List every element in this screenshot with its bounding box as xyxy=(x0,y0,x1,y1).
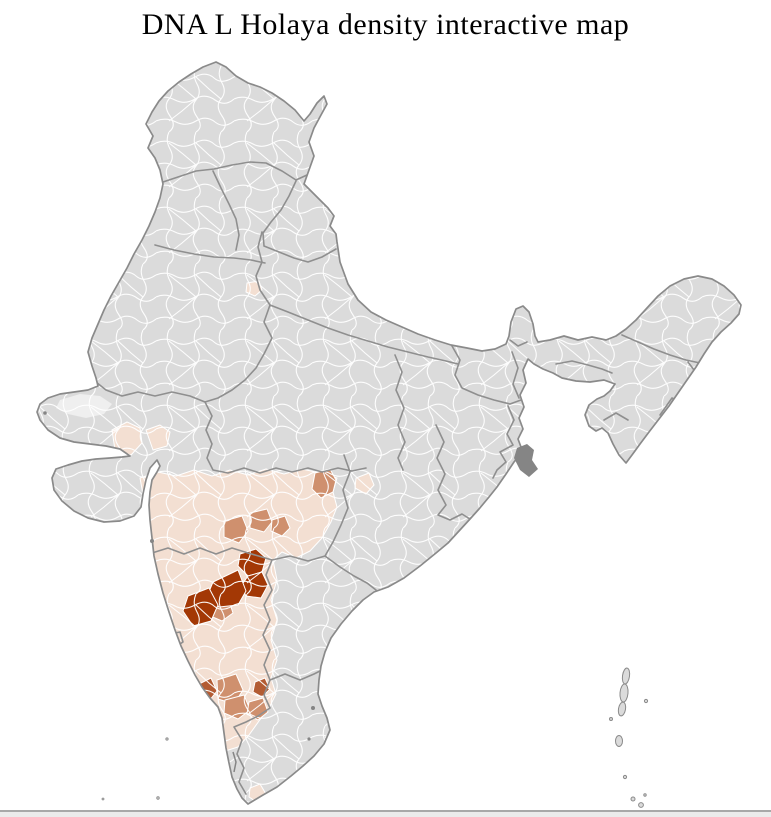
district-borders-mesh xyxy=(37,62,741,804)
bottom-divider xyxy=(0,810,771,817)
state-borders xyxy=(95,161,727,795)
map-title: DNA L Holaya density interactive map xyxy=(141,8,630,41)
lakshadweep-islands[interactable] xyxy=(101,737,169,801)
sundarbans-delta xyxy=(514,444,538,477)
andaman-nicobar-islands[interactable] xyxy=(609,667,649,808)
dark-map-specks xyxy=(43,411,315,773)
